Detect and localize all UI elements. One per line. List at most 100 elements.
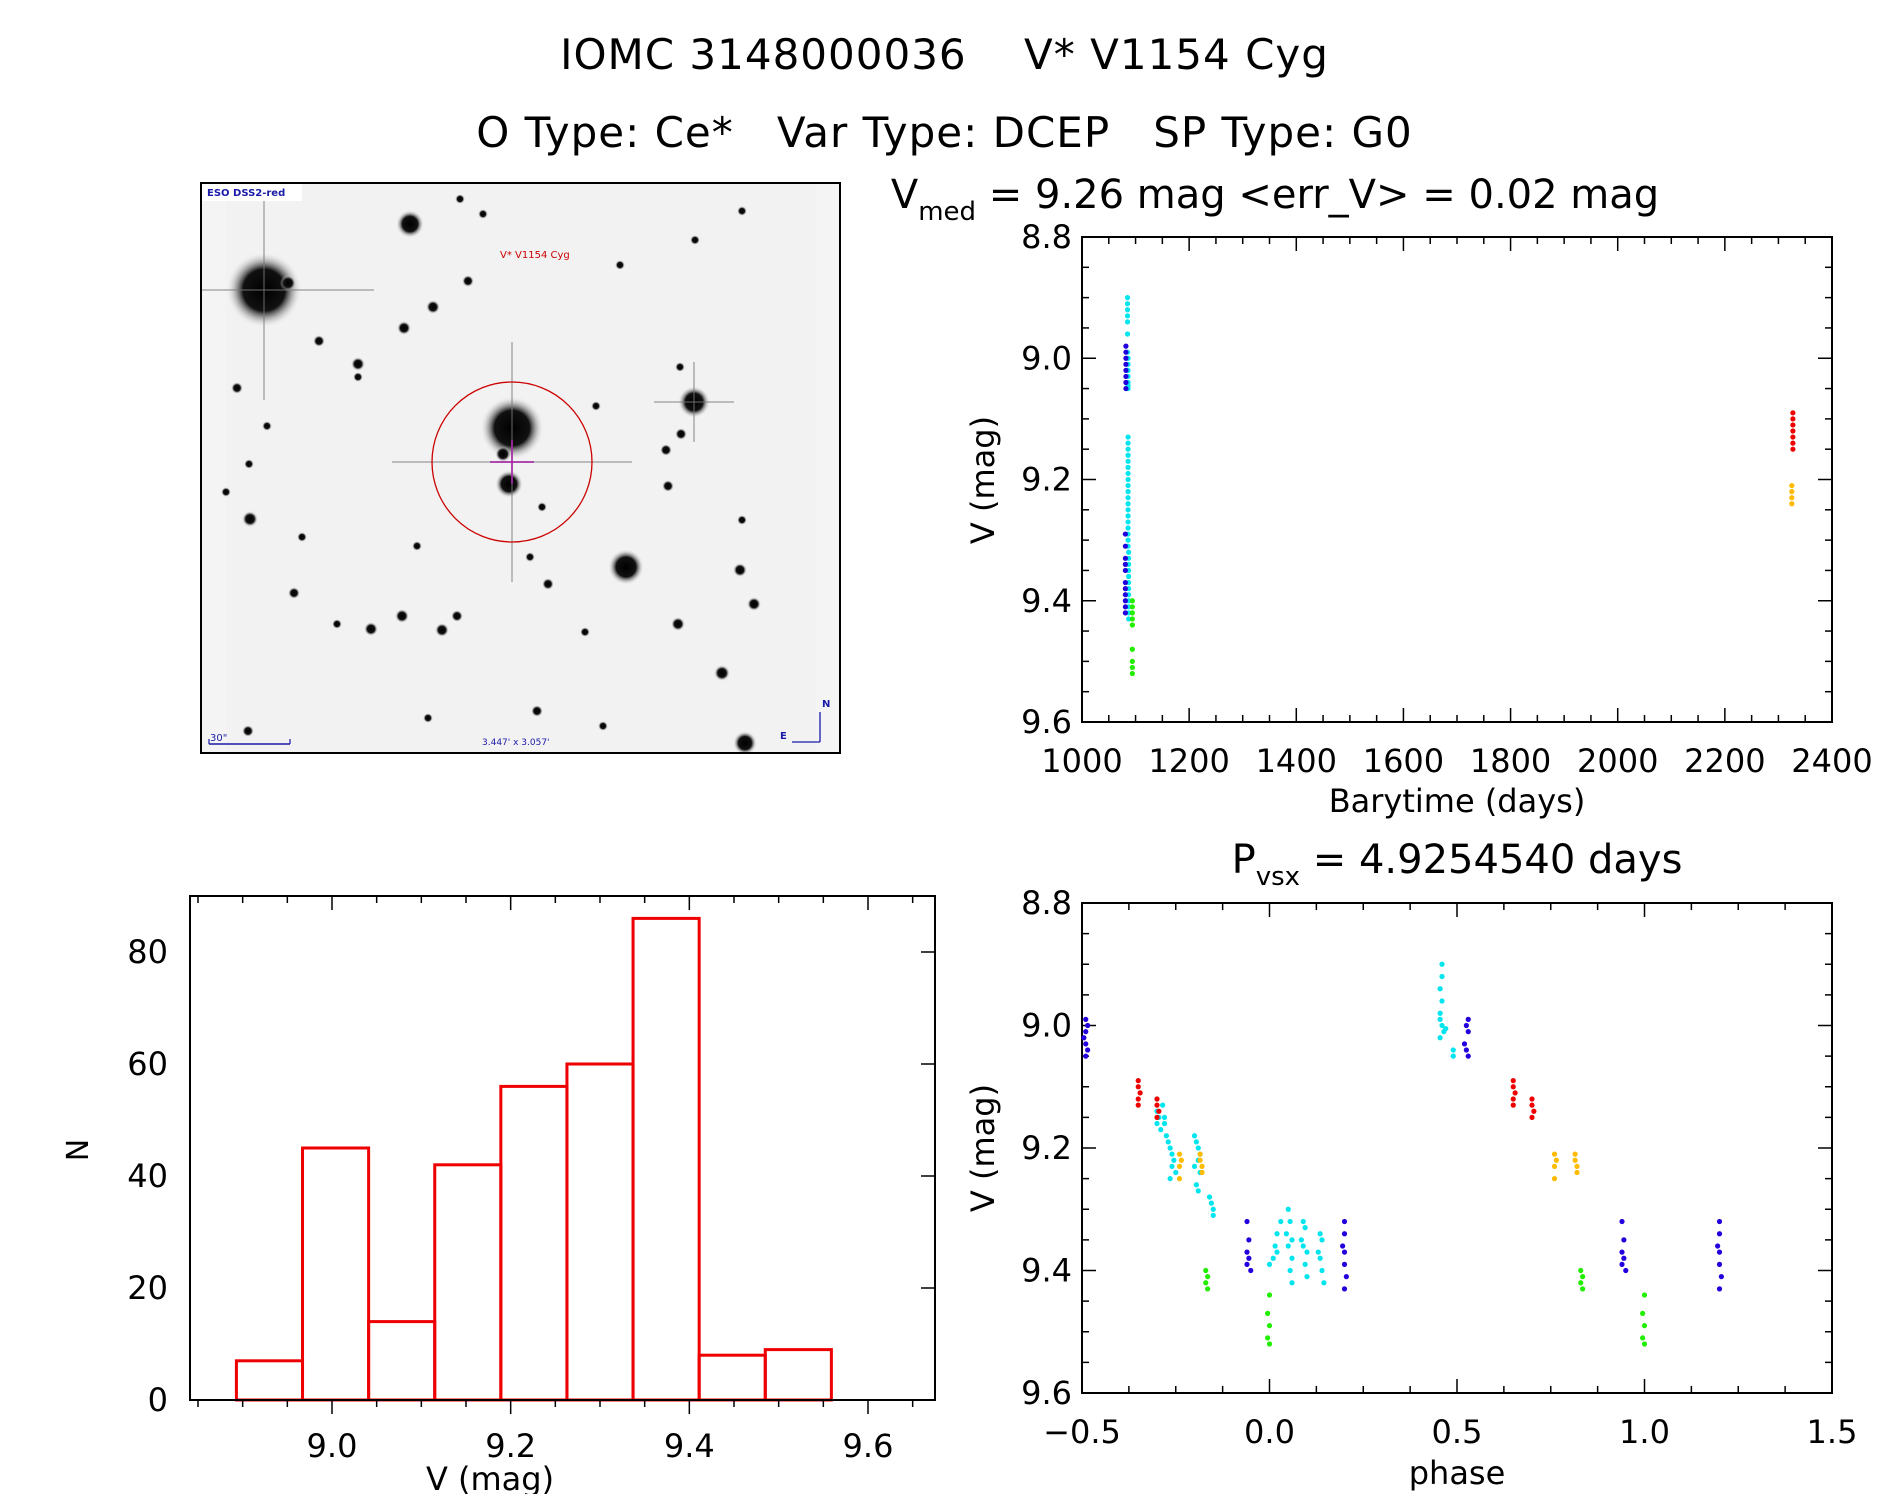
data-point-blue bbox=[1122, 592, 1128, 598]
data-point-green bbox=[1129, 664, 1135, 671]
data-point-green bbox=[1641, 1341, 1648, 1347]
data-point-cyan bbox=[1285, 1243, 1291, 1249]
star bbox=[332, 619, 342, 629]
data-point-red bbox=[1135, 1078, 1141, 1084]
data-point-blue bbox=[1244, 1218, 1250, 1225]
north-label: N bbox=[822, 699, 830, 710]
data-point-red bbox=[1154, 1114, 1160, 1120]
y-tick-label: 9.6 bbox=[1021, 1374, 1072, 1412]
data-point-cyan bbox=[1287, 1267, 1293, 1274]
data-point-orange bbox=[1789, 489, 1795, 495]
x-tick-label: 0.5 bbox=[1432, 1413, 1483, 1451]
data-point-blue bbox=[1716, 1218, 1723, 1225]
star bbox=[690, 235, 700, 245]
data-point-cyan bbox=[1167, 1176, 1173, 1182]
data-point-cyan bbox=[1315, 1249, 1321, 1255]
data-point-green bbox=[1265, 1310, 1271, 1316]
data-point-blue bbox=[1083, 1029, 1089, 1035]
data-point-cyan bbox=[1124, 319, 1131, 325]
star bbox=[678, 386, 710, 418]
data-point-cyan bbox=[1298, 1237, 1304, 1243]
data-point-orange bbox=[1551, 1163, 1558, 1169]
data-point-red bbox=[1790, 416, 1796, 422]
data-point-blue bbox=[1122, 598, 1128, 604]
histogram-bar bbox=[499, 1084, 569, 1402]
data-point-cyan bbox=[1124, 295, 1131, 301]
star bbox=[242, 511, 258, 527]
data-point-cyan bbox=[1124, 313, 1131, 319]
data-point-cyan bbox=[1206, 1194, 1213, 1200]
data-point-blue bbox=[1122, 586, 1128, 592]
data-point-cyan bbox=[1165, 1139, 1171, 1145]
data-point-cyan bbox=[1289, 1255, 1295, 1261]
data-point-red bbox=[1790, 428, 1796, 434]
data-point-blue bbox=[1083, 1016, 1089, 1022]
x-tick-label: 2200 bbox=[1684, 742, 1765, 780]
data-point-cyan bbox=[1300, 1243, 1306, 1249]
data-point-cyan bbox=[1439, 998, 1445, 1004]
data-point-green bbox=[1580, 1286, 1586, 1292]
data-point-cyan bbox=[1125, 501, 1131, 507]
star bbox=[733, 563, 747, 577]
data-point-green bbox=[1578, 1267, 1584, 1274]
data-point-blue bbox=[1246, 1255, 1252, 1261]
data-point-cyan bbox=[1191, 1133, 1198, 1139]
data-point-blue bbox=[1122, 604, 1128, 610]
star bbox=[531, 705, 543, 717]
data-point-orange bbox=[1553, 1157, 1559, 1163]
data-point-red bbox=[1790, 422, 1796, 428]
x-tick-label: 0.0 bbox=[1244, 1413, 1295, 1451]
data-point-orange bbox=[1789, 501, 1795, 507]
data-point-blue bbox=[1716, 1286, 1723, 1292]
data-point-green bbox=[1129, 622, 1135, 628]
data-point-cyan bbox=[1274, 1231, 1280, 1237]
data-point-red bbox=[1790, 446, 1796, 452]
star bbox=[221, 487, 231, 497]
data-point-cyan bbox=[1126, 573, 1132, 580]
data-point-cyan bbox=[1125, 464, 1131, 470]
data-point-cyan bbox=[1439, 1022, 1445, 1029]
y-tick-label: 20 bbox=[127, 1269, 168, 1307]
data-point-green bbox=[1205, 1286, 1211, 1292]
data-point-cyan bbox=[1274, 1249, 1280, 1255]
star bbox=[462, 275, 474, 287]
histogram-bar bbox=[301, 1146, 371, 1402]
data-point-blue bbox=[1083, 1053, 1089, 1059]
x-tick-label: 1200 bbox=[1148, 742, 1229, 780]
data-point-blue bbox=[1123, 385, 1129, 392]
histogram-x-label: V (mag) bbox=[426, 1460, 554, 1494]
x-tick-label: 2400 bbox=[1791, 742, 1872, 780]
data-point-blue bbox=[1341, 1249, 1348, 1255]
data-point-blue bbox=[1244, 1261, 1250, 1267]
data-point-red bbox=[1156, 1108, 1162, 1114]
data-point-blue bbox=[1123, 349, 1129, 355]
data-point-blue bbox=[1619, 1249, 1625, 1255]
data-point-cyan bbox=[1125, 434, 1131, 440]
data-point-cyan bbox=[1437, 1016, 1443, 1022]
east-label: E bbox=[780, 731, 787, 742]
x-tick-label: −0.5 bbox=[1043, 1413, 1121, 1451]
data-point-cyan bbox=[1173, 1169, 1179, 1176]
data-point-cyan bbox=[1317, 1231, 1323, 1237]
data-point-cyan bbox=[1278, 1218, 1284, 1225]
data-point-orange bbox=[1197, 1151, 1203, 1157]
data-point-blue bbox=[1621, 1237, 1627, 1243]
data-point-cyan bbox=[1125, 452, 1131, 458]
data-point-cyan bbox=[1191, 1163, 1198, 1169]
data-point-cyan bbox=[1285, 1206, 1291, 1212]
data-point-green bbox=[1640, 1335, 1646, 1341]
data-point-orange bbox=[1789, 482, 1795, 489]
data-point-blue bbox=[1716, 1249, 1723, 1255]
data-point-cyan bbox=[1158, 1127, 1164, 1133]
data-point-red bbox=[1137, 1090, 1143, 1096]
data-point-cyan bbox=[1125, 489, 1131, 495]
data-point-blue bbox=[1463, 1047, 1469, 1053]
data-point-cyan bbox=[1319, 1237, 1325, 1243]
object-type-subtitle: O Type: Ce* Var Type: DCEP SP Type: G0 bbox=[476, 108, 1413, 157]
data-point-cyan bbox=[1450, 1053, 1456, 1059]
data-point-red bbox=[1510, 1102, 1516, 1108]
star bbox=[737, 206, 747, 216]
data-point-orange bbox=[1176, 1176, 1183, 1182]
x-tick-label: 1600 bbox=[1363, 742, 1444, 780]
data-point-orange bbox=[1574, 1169, 1580, 1176]
